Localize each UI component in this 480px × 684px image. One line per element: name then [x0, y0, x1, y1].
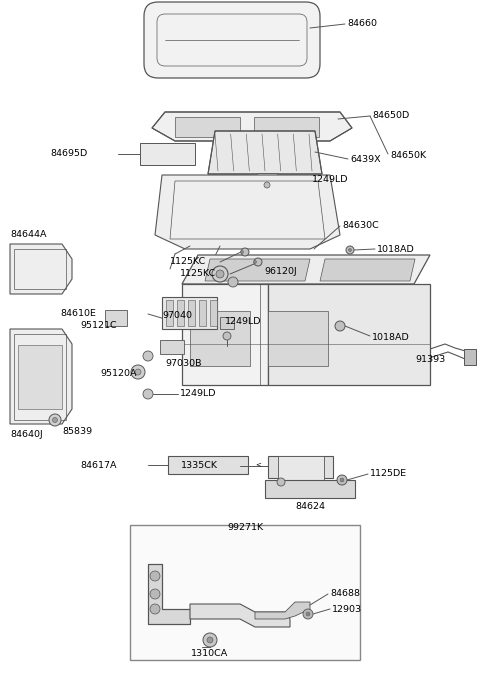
Circle shape	[253, 261, 256, 263]
Bar	[140, 143, 195, 165]
Text: 84660: 84660	[347, 20, 377, 29]
Circle shape	[150, 571, 160, 581]
Text: 84650D: 84650D	[372, 111, 409, 120]
Circle shape	[143, 389, 153, 399]
Text: 6439X: 6439X	[350, 155, 381, 164]
Text: 1018AD: 1018AD	[372, 332, 410, 341]
Text: 84688: 84688	[330, 590, 360, 598]
Polygon shape	[205, 259, 310, 281]
Circle shape	[306, 612, 310, 616]
Circle shape	[203, 633, 217, 647]
Polygon shape	[148, 564, 190, 624]
Text: 97040: 97040	[162, 311, 192, 321]
Polygon shape	[182, 284, 268, 385]
Polygon shape	[255, 602, 310, 619]
Text: 1310CA: 1310CA	[192, 649, 228, 658]
Polygon shape	[155, 175, 340, 249]
Text: 97030B: 97030B	[165, 359, 202, 368]
Text: 84644A: 84644A	[10, 230, 47, 239]
Text: 1249LD: 1249LD	[180, 389, 216, 399]
Bar	[168, 456, 248, 474]
Polygon shape	[268, 284, 430, 385]
Text: 1125KC: 1125KC	[170, 257, 206, 267]
Text: 84610E: 84610E	[60, 309, 96, 319]
Circle shape	[241, 248, 249, 256]
Text: 1335CK: 1335CK	[181, 462, 218, 471]
Circle shape	[254, 258, 262, 266]
Circle shape	[52, 417, 58, 423]
Bar	[257, 173, 277, 181]
Bar	[210, 300, 217, 326]
Polygon shape	[208, 131, 322, 174]
Text: 84640J: 84640J	[10, 430, 43, 439]
Text: 84695D: 84695D	[50, 150, 87, 159]
Bar	[220, 317, 234, 329]
Bar	[199, 300, 206, 326]
Bar	[130, 525, 360, 660]
Bar	[105, 310, 127, 326]
Bar	[278, 456, 324, 488]
Polygon shape	[10, 244, 72, 294]
Circle shape	[240, 250, 243, 254]
Bar	[268, 311, 328, 366]
Text: 84630C: 84630C	[342, 222, 379, 231]
Bar	[190, 311, 250, 366]
Text: 12903: 12903	[332, 605, 362, 614]
Circle shape	[264, 182, 270, 188]
Bar	[265, 480, 355, 498]
Polygon shape	[182, 255, 430, 284]
Bar	[254, 117, 319, 137]
Circle shape	[207, 637, 213, 643]
Bar	[14, 334, 66, 420]
Text: 95120A: 95120A	[100, 369, 136, 378]
Bar	[162, 297, 217, 329]
Circle shape	[135, 369, 141, 375]
Text: 84617A: 84617A	[80, 460, 117, 469]
Circle shape	[150, 589, 160, 599]
Circle shape	[335, 321, 345, 331]
Circle shape	[143, 351, 153, 361]
Bar	[188, 300, 195, 326]
Text: 95121C: 95121C	[80, 321, 117, 330]
Polygon shape	[10, 329, 72, 424]
Circle shape	[340, 478, 344, 482]
Circle shape	[348, 248, 351, 252]
Text: 84650K: 84650K	[390, 151, 426, 161]
Circle shape	[150, 604, 160, 614]
Bar	[160, 340, 184, 354]
Text: 99271K: 99271K	[227, 523, 263, 532]
Circle shape	[49, 414, 61, 426]
Circle shape	[346, 246, 354, 254]
Text: 85839: 85839	[62, 427, 92, 436]
Circle shape	[337, 475, 347, 485]
Circle shape	[228, 277, 238, 287]
Circle shape	[303, 609, 313, 619]
Bar	[464, 349, 476, 365]
Circle shape	[212, 266, 228, 282]
Polygon shape	[152, 112, 352, 141]
Circle shape	[277, 478, 285, 486]
Text: 1018AD: 1018AD	[377, 244, 415, 254]
Polygon shape	[190, 604, 290, 627]
Circle shape	[216, 270, 224, 278]
Text: 1249LD: 1249LD	[225, 317, 262, 326]
Text: <: <	[255, 461, 261, 467]
Bar	[18, 345, 62, 409]
Text: 1125KC: 1125KC	[180, 269, 216, 278]
Bar	[14, 249, 66, 289]
Circle shape	[223, 332, 231, 340]
Text: 96120J: 96120J	[264, 267, 297, 276]
Polygon shape	[320, 259, 415, 281]
Text: 1125DE: 1125DE	[370, 469, 407, 479]
Text: 91393: 91393	[415, 354, 445, 363]
Circle shape	[131, 365, 145, 379]
Text: 1249LD: 1249LD	[312, 176, 348, 185]
Text: 84624: 84624	[295, 502, 325, 511]
Bar	[177, 300, 184, 326]
Bar	[175, 117, 240, 137]
Bar	[268, 456, 333, 478]
Bar	[166, 300, 173, 326]
FancyBboxPatch shape	[144, 2, 320, 78]
